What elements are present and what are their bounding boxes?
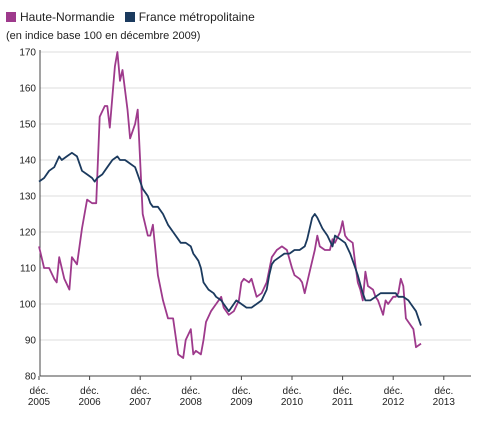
x-tick-label-2007-month: déc.	[131, 386, 150, 397]
legend-swatch-france-metropolitaine	[124, 12, 135, 22]
legend-label-haute-normandie: Haute-Normandie	[20, 10, 115, 24]
y-tick-label-130: 130	[19, 192, 36, 203]
legend-swatch-haute-normandie	[6, 12, 16, 22]
y-tick-label-160: 160	[19, 84, 36, 95]
y-tick-label-150: 150	[19, 120, 36, 131]
x-tick-label-2005-month: déc.	[30, 386, 49, 397]
x-tick-label-2012: 2012	[382, 397, 405, 408]
x-tick-label-2008: 2008	[180, 397, 203, 408]
chart-legend: Haute-Normandie France métropolitaine	[6, 9, 265, 25]
x-tick-label-2010: 2010	[281, 397, 304, 408]
y-tick-label-170: 170	[19, 48, 36, 59]
y-tick-label-80: 80	[25, 372, 37, 383]
series-line-france-metropolitaine	[38, 151, 422, 326]
y-tick-label-140: 140	[19, 156, 36, 167]
x-tick-label-2005: 2005	[28, 397, 51, 408]
y-tick-label-90: 90	[25, 336, 37, 347]
x-tick-label-2013: 2013	[433, 397, 456, 408]
chart-subtitle: (en indice base 100 en décembre 2009)	[6, 30, 201, 42]
legend-label-france-metropolitaine: France métropolitaine	[138, 10, 255, 24]
x-tick-label-2012-month: déc.	[384, 386, 403, 397]
x-tick-label-2006: 2006	[78, 397, 101, 408]
x-tick-label-2007: 2007	[129, 397, 152, 408]
legend-item-france-metropolitaine[interactable]: France métropolitaine	[124, 10, 255, 24]
x-tick-label-2013-month: déc.	[434, 386, 453, 397]
x-tick-label-2006-month: déc.	[80, 386, 99, 397]
x-tick-label-2009-month: déc.	[232, 386, 251, 397]
x-tick-label-2008-month: déc.	[181, 386, 200, 397]
legend-item-haute-normandie[interactable]: Haute-Normandie	[6, 10, 115, 24]
series-line-haute-normandie	[38, 51, 422, 359]
x-tick-label-2010-month: déc.	[283, 386, 302, 397]
x-tick-label-2009: 2009	[230, 397, 253, 408]
x-tick-label-2011-month: déc.	[333, 386, 352, 397]
y-tick-label-120: 120	[19, 228, 36, 239]
y-tick-label-100: 100	[19, 300, 36, 311]
y-tick-label-110: 110	[20, 264, 36, 275]
x-tick-label-2011: 2011	[332, 397, 354, 408]
